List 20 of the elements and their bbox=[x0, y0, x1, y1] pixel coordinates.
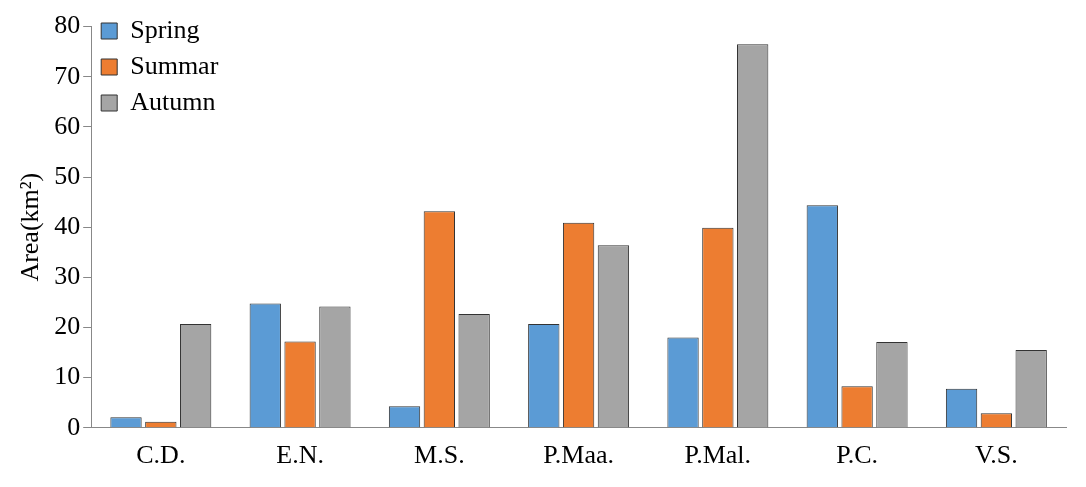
x-tick-label: P.C. bbox=[836, 440, 879, 470]
x-tick-label: V.S. bbox=[974, 440, 1018, 470]
y-tick-label: 20 bbox=[54, 311, 81, 341]
y-tick-label: 30 bbox=[54, 261, 81, 291]
y-tick-label: 0 bbox=[67, 411, 81, 441]
y-tick-label: 60 bbox=[54, 110, 81, 140]
y-tick-label: 50 bbox=[54, 160, 81, 190]
x-tick-label: C.D. bbox=[136, 440, 186, 470]
y-tick-label: 10 bbox=[54, 361, 81, 391]
y-tick-label: 40 bbox=[54, 211, 81, 241]
x-tick-label: P.Mal. bbox=[684, 440, 752, 470]
x-tick-label: P.Maa. bbox=[543, 440, 614, 470]
y-tick-label: 70 bbox=[54, 60, 81, 90]
legend-label: Summar bbox=[130, 50, 219, 80]
legend-label: Autumn bbox=[130, 86, 216, 116]
y-axis-title: Area(km²) bbox=[15, 172, 45, 282]
legend-label: Spring bbox=[130, 14, 200, 44]
x-tick-label: M.S. bbox=[414, 440, 465, 470]
x-tick-label: E.N. bbox=[276, 440, 324, 470]
y-tick-label: 80 bbox=[54, 10, 81, 40]
